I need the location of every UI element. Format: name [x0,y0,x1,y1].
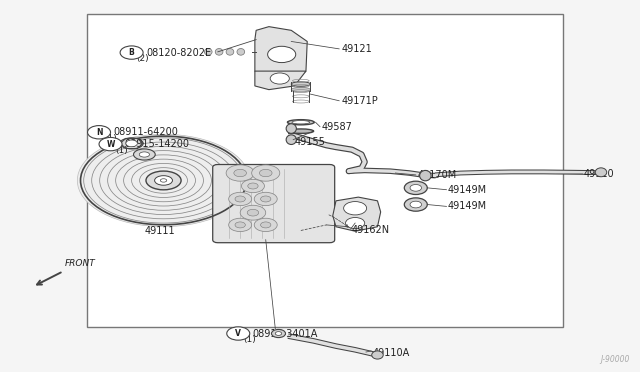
Circle shape [226,165,254,181]
Circle shape [259,169,272,177]
Text: 08915-14200: 08915-14200 [125,139,189,149]
Text: (1): (1) [116,146,129,155]
Text: 08915-3401A: 08915-3401A [252,328,317,339]
Text: FRONT: FRONT [65,259,95,268]
Circle shape [404,198,428,211]
Polygon shape [333,197,381,231]
Bar [87,14,563,327]
Circle shape [235,196,245,202]
Ellipse shape [271,330,285,337]
Circle shape [228,192,252,206]
Circle shape [120,46,143,59]
Circle shape [410,201,422,208]
Circle shape [227,327,250,340]
Circle shape [254,218,277,232]
Text: J-90000: J-90000 [600,355,630,364]
Ellipse shape [120,138,143,149]
Text: (2): (2) [137,54,149,63]
Ellipse shape [237,48,244,55]
Text: 49162N: 49162N [352,225,390,235]
Text: 49170M: 49170M [417,170,456,180]
FancyBboxPatch shape [212,164,335,243]
Text: 49110A: 49110A [372,348,410,358]
Polygon shape [255,71,306,90]
Ellipse shape [146,171,181,190]
Ellipse shape [77,134,250,227]
Text: 49171P: 49171P [341,96,378,106]
Ellipse shape [286,124,296,134]
Text: W: W [106,140,115,149]
Text: V: V [236,329,241,338]
Text: 49121: 49121 [341,44,372,54]
Circle shape [346,218,365,229]
Circle shape [268,46,296,62]
Text: N: N [96,128,102,137]
Circle shape [410,185,422,191]
Text: 49149M: 49149M [448,201,487,211]
Circle shape [241,179,264,193]
Circle shape [126,140,138,147]
Ellipse shape [155,176,173,185]
Ellipse shape [134,149,156,160]
Circle shape [252,165,280,181]
Text: 08911-64200: 08911-64200 [113,127,178,137]
Text: 49111: 49111 [145,226,175,236]
Circle shape [404,181,428,195]
Ellipse shape [204,48,212,55]
Circle shape [254,192,277,206]
Ellipse shape [372,351,383,359]
Text: (1): (1) [243,335,256,344]
Circle shape [234,169,246,177]
Circle shape [235,222,245,228]
Circle shape [260,222,271,228]
Ellipse shape [292,121,310,124]
Circle shape [344,202,367,215]
Text: 08120-8202E: 08120-8202E [147,48,211,58]
Text: 49587: 49587 [322,122,353,132]
Text: 49155: 49155 [294,137,325,147]
Ellipse shape [215,48,223,55]
Ellipse shape [226,48,234,55]
Circle shape [247,209,259,216]
Ellipse shape [161,179,167,182]
Circle shape [88,126,111,139]
Circle shape [270,73,289,84]
Text: (1): (1) [104,134,117,143]
Circle shape [240,205,266,220]
Text: B: B [129,48,134,57]
Ellipse shape [287,120,314,125]
Circle shape [260,196,271,202]
Ellipse shape [420,170,431,181]
Polygon shape [255,27,307,84]
Ellipse shape [288,129,314,134]
Circle shape [99,137,122,151]
Ellipse shape [291,87,310,92]
Circle shape [228,218,252,232]
Circle shape [248,183,258,189]
Ellipse shape [595,168,607,177]
Ellipse shape [286,135,296,144]
Ellipse shape [291,82,310,86]
Text: 49149M: 49149M [448,185,487,195]
Ellipse shape [140,152,150,157]
Ellipse shape [275,332,282,335]
Text: 49110: 49110 [583,169,614,179]
